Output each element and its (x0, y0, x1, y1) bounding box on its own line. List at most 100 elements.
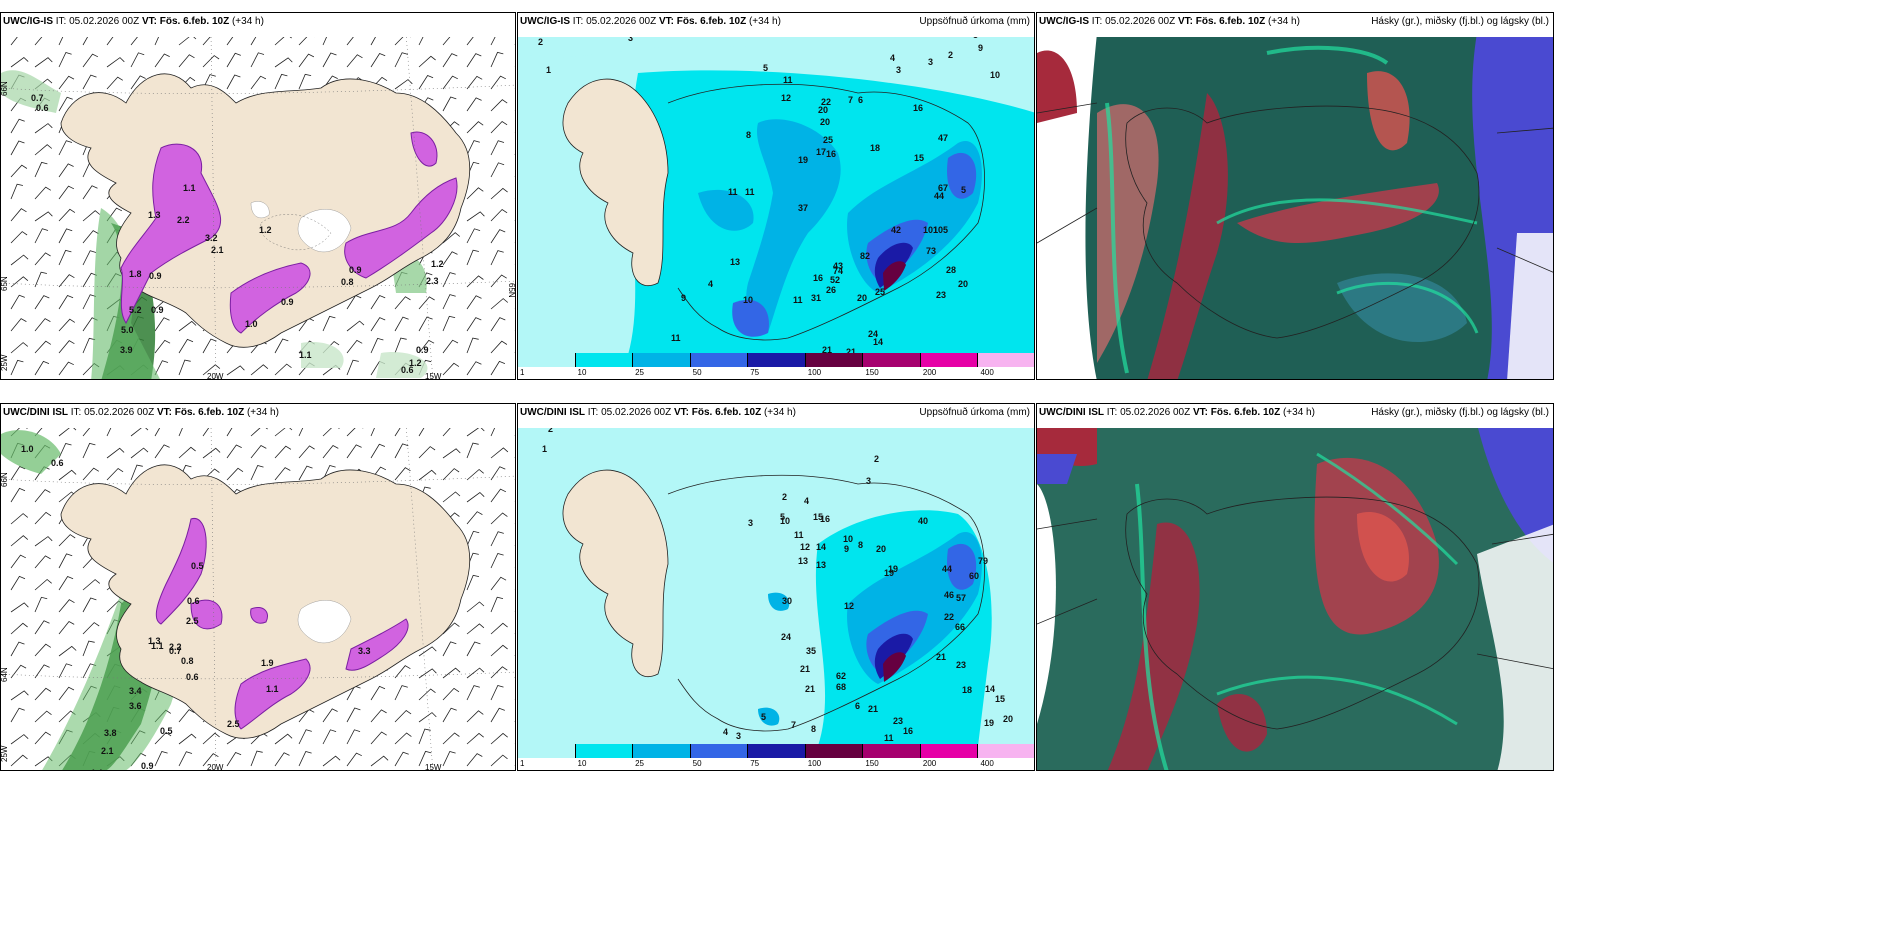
value-label: 5.2 (129, 305, 142, 315)
value-label: 22 (944, 612, 954, 622)
value-label: 5 (763, 63, 768, 73)
wind-barb (442, 622, 460, 635)
wind-barb (514, 308, 515, 309)
value-label: 19 (888, 564, 898, 574)
value-label: 67 (938, 183, 948, 193)
wind-barb (418, 750, 432, 767)
value-label: 46 (944, 590, 954, 600)
value-label: 2.1 (211, 245, 224, 255)
wind-barb (178, 338, 194, 354)
value-label: 0.8 (341, 277, 354, 287)
wind-barb (322, 708, 338, 723)
lon-label-15: 15W (425, 372, 442, 380)
wind-barb (58, 52, 72, 68)
wind-barb (490, 512, 508, 525)
wind-barb (34, 620, 50, 635)
wind-barb (34, 57, 53, 68)
value-label: 44 (934, 191, 944, 201)
wind-barb (514, 567, 515, 568)
wind-barb (418, 446, 436, 459)
wind-barb (466, 228, 481, 244)
wind-barb (394, 751, 409, 767)
wind-barb (466, 641, 481, 657)
value-label: 4.4 (90, 768, 103, 771)
value-label: 1 (542, 444, 547, 454)
wind-barb (514, 132, 515, 133)
wind-barb (58, 75, 75, 90)
value-label: 2 (538, 37, 543, 47)
wind-barb (34, 144, 53, 156)
value-label: 20 (818, 105, 828, 115)
wind-barb (34, 295, 50, 310)
wind-barb (274, 57, 293, 68)
value-label: 19 (798, 155, 808, 165)
wind-barb (370, 53, 386, 68)
wind-barb (298, 751, 312, 767)
wind-barb (106, 447, 125, 459)
colorbar-tick: 50 (692, 759, 702, 768)
value-label: 13 (730, 257, 740, 267)
lon-label-25: 25W (1, 354, 9, 371)
value-label: 21 (936, 652, 946, 662)
value-label: 2.1 (101, 746, 114, 756)
value-label: 52 (830, 275, 840, 285)
value-label: 16 (820, 514, 830, 524)
value-label: 18 (962, 685, 972, 695)
wind-barb (34, 578, 52, 591)
map-panel-dini-wind: UWC/DINI ISL IT: 05.02.2026 00Z VT: Fös.… (0, 403, 516, 771)
wind-barb (10, 554, 26, 569)
colorbar-tick: 25 (635, 759, 645, 768)
wind-barb (514, 286, 515, 287)
value-label: 9 (844, 544, 849, 554)
wind-barb (418, 469, 437, 481)
value-label: 3.3 (358, 646, 371, 656)
value-label: 0.9 (151, 305, 164, 315)
wind-barb (490, 666, 508, 679)
colorbar-tick: 150 (865, 759, 879, 768)
wind-barb (514, 479, 515, 480)
wind-barb (58, 340, 75, 354)
wind-barb (514, 220, 515, 221)
wind-barb (490, 33, 498, 46)
wind-barb (10, 465, 26, 481)
value-label: 11 (728, 187, 738, 197)
value-label: 26 (826, 285, 836, 295)
wind-barb (442, 96, 457, 112)
wind-barb (466, 140, 480, 156)
wind-barb (466, 317, 482, 332)
colorbar-tick: 400 (980, 368, 994, 377)
wind-barb (58, 469, 77, 481)
value-label: 10 (843, 534, 853, 544)
value-label: 4 (804, 496, 809, 506)
value-label: 68 (836, 682, 846, 692)
value-label: 3 (736, 731, 741, 741)
wind-barb (10, 231, 28, 244)
value-label: 2.5 (227, 719, 240, 729)
value-label: 21 (800, 664, 810, 674)
wind-barb (82, 294, 97, 310)
wind-barb (82, 622, 100, 635)
wind-barb (346, 320, 365, 332)
wind-barb (442, 339, 459, 354)
value-label: 1.3 (148, 636, 161, 646)
wind-barb (466, 97, 482, 112)
wind-barb (58, 663, 73, 679)
value-label: 73 (926, 246, 936, 256)
wind-barb (514, 435, 515, 436)
colorbar-swatch (575, 353, 634, 367)
wind-barb (466, 601, 485, 613)
wind-barb (202, 74, 216, 90)
wind-barb (274, 445, 292, 459)
colorbar-swatch (863, 353, 921, 367)
value-label: 3 (866, 476, 871, 486)
wind-barb (58, 163, 74, 178)
wind-barb (226, 467, 244, 481)
value-label: 4 (723, 727, 728, 737)
wind-barb (514, 110, 515, 111)
value-label: 3 (896, 65, 901, 75)
value-label: 3.2 (205, 233, 218, 243)
wind-barb (514, 330, 515, 331)
wind-barb (490, 732, 508, 745)
precip-colorbar: 1 10 25 50 75 100 150 200 400 (518, 353, 1034, 379)
value-label: 11 (745, 187, 755, 197)
